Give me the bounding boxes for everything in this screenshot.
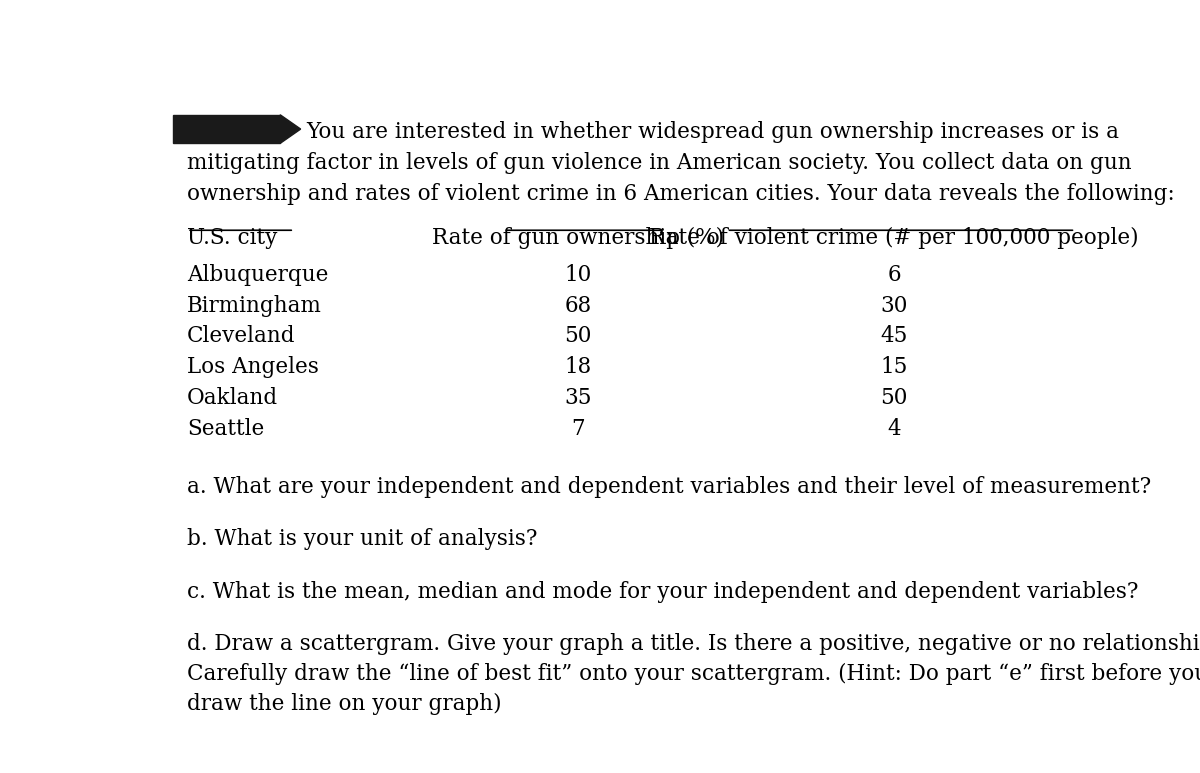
Text: 68: 68 <box>564 295 592 316</box>
Text: ownership and rates of violent crime in 6 American cities. Your data reveals the: ownership and rates of violent crime in … <box>187 183 1175 206</box>
Polygon shape <box>281 114 301 143</box>
Text: 10: 10 <box>564 264 592 285</box>
Text: 7: 7 <box>571 418 584 441</box>
Text: You are interested in whether widespread gun ownership increases or is a: You are interested in whether widespread… <box>306 121 1120 143</box>
Text: Albuquerque: Albuquerque <box>187 264 329 285</box>
Text: Los Angeles: Los Angeles <box>187 356 319 379</box>
Text: Seattle: Seattle <box>187 418 264 441</box>
Text: draw the line on your graph): draw the line on your graph) <box>187 693 502 715</box>
Text: 15: 15 <box>881 356 907 379</box>
Text: 45: 45 <box>881 325 907 348</box>
Text: 50: 50 <box>881 387 907 410</box>
Text: Cleveland: Cleveland <box>187 325 295 348</box>
Text: 35: 35 <box>564 387 592 410</box>
Text: 4: 4 <box>887 418 901 441</box>
Text: b. What is your unit of analysis?: b. What is your unit of analysis? <box>187 529 538 550</box>
Text: Oakland: Oakland <box>187 387 278 410</box>
Text: Rate of gun ownership (%): Rate of gun ownership (%) <box>432 226 724 249</box>
Text: 50: 50 <box>564 325 592 348</box>
Text: Rate of violent crime (# per 100,000 people): Rate of violent crime (# per 100,000 peo… <box>649 226 1139 249</box>
Text: d. Draw a scattergram. Give your graph a title. Is there a positive, negative or: d. Draw a scattergram. Give your graph a… <box>187 633 1200 656</box>
Text: 18: 18 <box>564 356 592 379</box>
Bar <box>173 114 281 143</box>
Text: 30: 30 <box>881 295 907 316</box>
Text: Carefully draw the “line of best fit” onto your scattergram. (Hint: Do part “e” : Carefully draw the “line of best fit” on… <box>187 663 1200 685</box>
Text: Birmingham: Birmingham <box>187 295 322 316</box>
Text: U.S. city: U.S. city <box>187 226 277 249</box>
Text: c. What is the mean, median and mode for your independent and dependent variable: c. What is the mean, median and mode for… <box>187 581 1139 603</box>
Text: a. What are your independent and dependent variables and their level of measurem: a. What are your independent and depende… <box>187 476 1151 498</box>
Text: 6: 6 <box>887 264 901 285</box>
Text: mitigating factor in levels of gun violence in American society. You collect dat: mitigating factor in levels of gun viole… <box>187 152 1132 174</box>
